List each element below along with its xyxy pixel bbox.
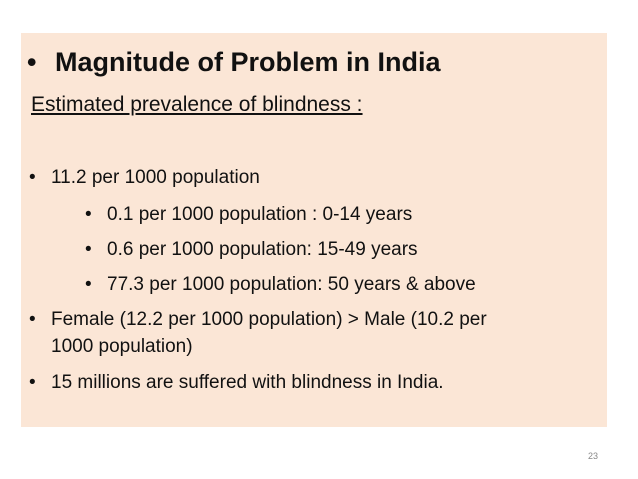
page-number: 23 [588,451,599,461]
bullet-item-gender-continuation: 1000 population) [51,336,193,357]
sub-bullet-item-50-above: • 77.3 per 1000 population: 50 years & ab… [85,273,476,297]
bullet-item-millions: • 15 millions are suffered with blindness… [29,371,444,395]
bullet-text: Female (12.2 per 1000 population) > Male… [51,309,487,330]
bullet-text: 0.1 per 1000 population : 0-14 years [107,204,413,225]
slide-content-box: • Magnitude of Problem in India Estimated… [21,33,607,427]
sub-bullet-item-15-49: • 0.6 per 1000 population: 15-49 years [85,238,418,262]
bullet-text: 15 millions are suffered with blindness … [51,372,444,393]
bullet-glyph: • [85,204,92,225]
bullet-text: 0.6 per 1000 population: 15-49 years [107,239,418,260]
sub-bullet-item-0-14: • 0.1 per 1000 population : 0-14 years [85,203,412,227]
title-bullet: • [27,47,37,77]
bullet-glyph: • [85,239,92,260]
title-text: Magnitude of Problem in India [55,47,441,77]
slide-subtitle: Estimated prevalence of blindness : [31,93,363,116]
bullet-item-prevalence: • 11.2 per 1000 population [29,166,260,190]
bullet-glyph: • [29,372,36,393]
bullet-text: 77.3 per 1000 population: 50 years & abo… [107,274,476,295]
bullet-glyph: • [29,309,36,330]
bullet-item-gender: • Female (12.2 per 1000 population) > Mal… [29,308,487,332]
slide-title: • Magnitude of Problem in India [27,46,441,78]
bullet-text: 11.2 per 1000 population [51,167,260,188]
bullet-glyph: • [29,167,36,188]
bullet-glyph: • [85,274,92,295]
